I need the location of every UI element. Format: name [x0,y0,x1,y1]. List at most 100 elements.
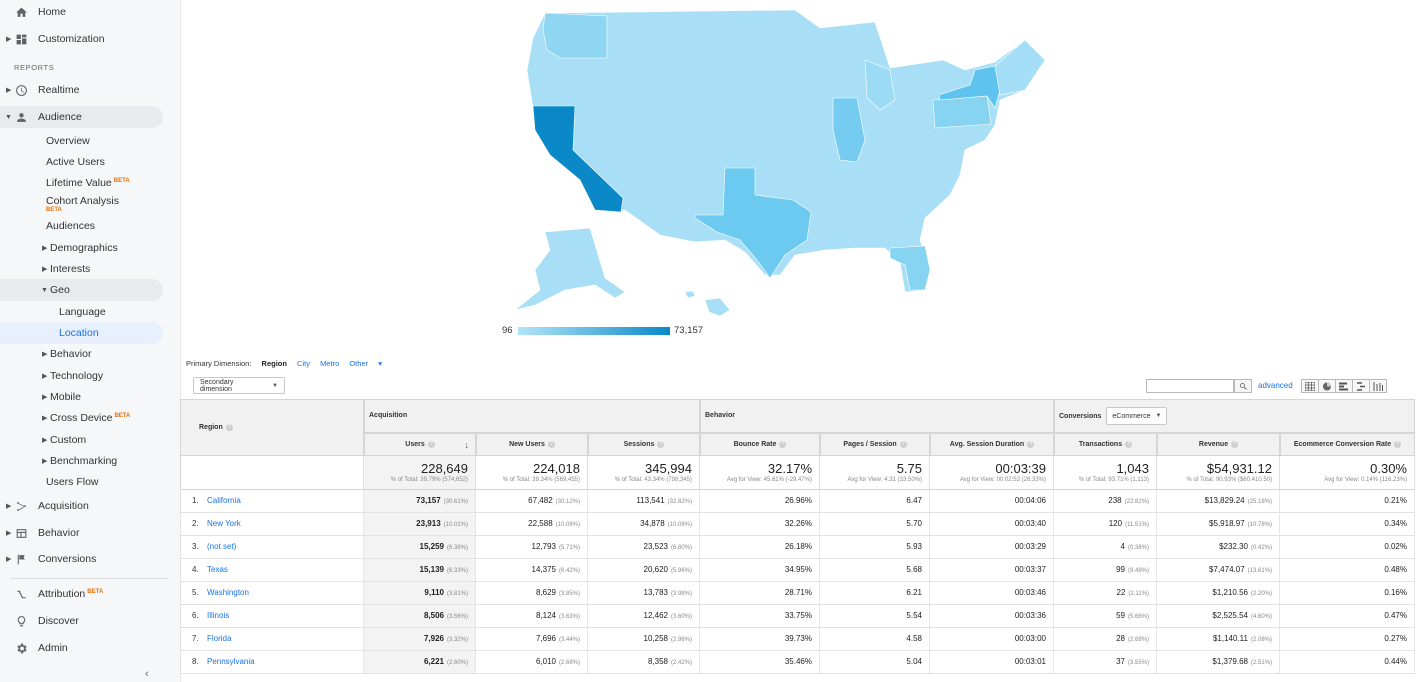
duration-cell: 00:04:06 [930,490,1054,512]
total-sub: Avg for View: 0.14% (116.23%) [1324,477,1407,483]
nav-audience[interactable]: ▼ Audience [0,106,163,128]
sessions-value: 10,258 [643,634,668,643]
transactions-pct: (3.55%) [1127,660,1149,666]
region-link[interactable]: Illinois [207,611,230,620]
duration-value: 00:03:00 [1014,634,1046,643]
bounce-rate-cell: 39.73% [700,628,820,650]
nav-behavior[interactable]: ▶ Behavior [6,527,80,539]
duration-cell: 00:03:01 [930,651,1054,673]
revenue-cell: $1,210.56 (2.20%) [1157,582,1280,604]
col-ecommerce-conversion-rate[interactable]: Ecommerce Conversion Rate? [1280,433,1415,456]
table-view-button[interactable] [1301,379,1319,393]
conversion-rate-value: 0.34% [1384,519,1407,528]
dimension-city[interactable]: City [297,359,310,368]
acquisition-group-header: Acquisition [364,399,700,433]
bounce-rate-value: 28.71% [784,588,812,597]
pie-view-button[interactable] [1318,379,1336,393]
row-number: 7. [192,634,199,643]
table-search-input[interactable] [1146,379,1234,393]
region-link[interactable]: (not set) [207,542,237,551]
nav-acquisition[interactable]: ▶ Acquisition [6,500,89,512]
new-users-value: 6,010 [535,657,556,666]
dimension-metro[interactable]: Metro [320,359,340,368]
help-icon: ? [779,441,787,448]
nav-demographics[interactable]: ▶ Demographics [42,242,118,254]
nav-cross-device[interactable]: ▶ Cross Device BETA [0,407,180,429]
region-link[interactable]: Texas [207,565,228,574]
transactions-value: 37 [1116,657,1125,666]
view-toggle-group [1301,379,1387,393]
nav-interests[interactable]: ▶ Interests [42,263,91,275]
col-pages-session[interactable]: Pages / Session? [820,433,930,456]
conversion-rate-cell: 0.48% [1280,559,1415,581]
nav-technology[interactable]: ▶ Technology [42,370,104,382]
conversions-select[interactable]: eCommerce ▼ [1106,407,1168,425]
advanced-link[interactable]: advanced [1258,381,1293,390]
table-row: 6. Illinois 8,506 (3.56%) 8,124 (3.63%) 12,… [180,605,1415,628]
new-users-cell: 22,588 (10.08%) [476,513,588,535]
map-hawaii-2 [684,290,696,299]
col-users[interactable]: Users? ↓ [364,433,476,456]
dimension-other[interactable]: Other ▾ [349,359,390,368]
bar-view-button[interactable] [1335,379,1353,393]
pivot-view-button[interactable] [1369,379,1387,393]
region-link[interactable]: California [207,496,241,505]
nav-overview[interactable]: Overview [46,135,90,147]
region-link[interactable]: New York [207,519,241,528]
collapse-sidebar-button[interactable]: ‹ [145,668,149,680]
nav-discover[interactable]: Discover [0,610,180,632]
nav-custom[interactable]: ▶ Custom [42,434,87,446]
nav-geo[interactable]: ▼ Geo [0,279,163,301]
col-bounce-rate[interactable]: Bounce Rate? [700,433,820,456]
secondary-dimension-dropdown[interactable]: Secondary dimension ▼ [193,377,285,394]
col-transactions[interactable]: Transactions? [1054,433,1157,456]
col-revenue[interactable]: Revenue? [1157,433,1280,456]
nav-location[interactable]: Location [0,322,163,344]
total-value: 00:03:39 [995,461,1046,476]
duration-cell: 00:03:00 [930,628,1054,650]
region-link[interactable]: Florida [207,634,232,643]
transactions-value: 99 [1116,565,1125,574]
expand-arrow-icon: ▶ [42,394,48,401]
nav-audience-behavior[interactable]: ▶ Behavior [42,348,92,360]
nav-mobile[interactable]: ▶ Mobile [42,391,81,403]
nav-users-flow[interactable]: Users Flow [46,476,99,488]
nav-language[interactable]: Language [59,306,106,318]
comparison-view-button[interactable] [1352,379,1370,393]
region-link[interactable]: Pennsylvania [207,657,255,666]
nav-admin[interactable]: Admin [0,637,180,659]
nav-audiences[interactable]: Audiences [46,220,96,232]
nav-attribution[interactable]: Attribution BETA [0,583,180,605]
nav-realtime[interactable]: ▶ Realtime [6,84,80,96]
revenue-cell: $232.30 (0.42%) [1157,536,1280,558]
region-cell: 8. Pennsylvania [180,651,364,673]
revenue-pct: (13.61%) [1247,568,1272,574]
help-icon: ? [1027,441,1035,448]
transactions-value: 22 [1116,588,1126,597]
nav-lifetime-value[interactable]: Lifetime Value BETA [0,172,180,194]
col-new-users[interactable]: New Users? [476,433,588,456]
help-icon: ? [1125,441,1133,448]
nav-conversions[interactable]: ▶ Conversions [6,553,97,565]
nav-cohort-analysis[interactable]: Cohort Analysis BETA [0,190,180,214]
nav-customization[interactable]: ▶ Customization [6,33,105,45]
new-users-cell: 12,793 (5.71%) [476,536,588,558]
nav-home[interactable]: Home [0,1,180,23]
nav-benchmarking[interactable]: ▶ Benchmarking [42,455,118,467]
conversion-rate-cell: 0.44% [1280,651,1415,673]
col-sessions[interactable]: Sessions? [588,433,700,456]
search-button[interactable] [1234,379,1252,393]
col-avg-session-duration[interactable]: Avg. Session Duration? [930,433,1054,456]
transactions-value: 120 [1108,519,1123,528]
legend-max: 73,157 [674,325,704,336]
new-users-cell: 8,124 (3.63%) [476,605,588,627]
dimension-region[interactable]: Region [261,359,287,368]
beta-badge: BETA [114,412,131,419]
region-header[interactable]: Region? [180,399,364,456]
total-value: $54,931.12 [1206,461,1272,476]
nav-active-users[interactable]: Active Users [46,156,105,168]
revenue-pct: (2.08%) [1250,637,1272,643]
region-link[interactable]: Washington [207,588,249,597]
new-users-cell: 6,010 (2.68%) [476,651,588,673]
users-cell: 6,221 (2.60%) [364,651,476,673]
